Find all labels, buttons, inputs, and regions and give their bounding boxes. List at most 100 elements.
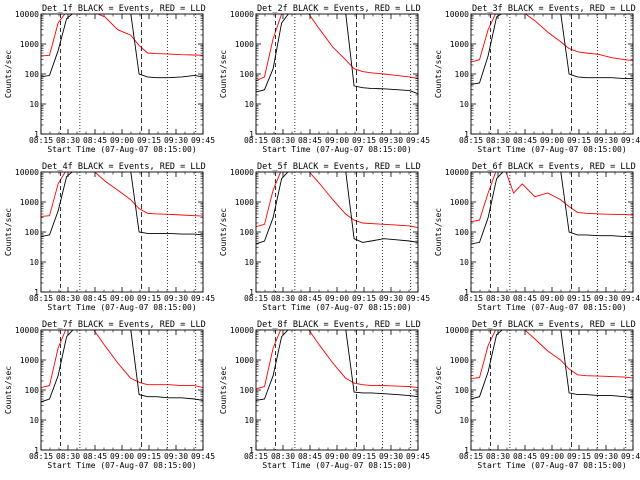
x-tick-label: 09:30 bbox=[594, 136, 618, 145]
x-axis-label: Start Time (07-Aug-07 08:15:00) bbox=[477, 461, 626, 470]
x-tick-label: 08:30 bbox=[486, 294, 510, 303]
x-tick-label: 08:45 bbox=[83, 294, 107, 303]
x-tick-label: 08:15 bbox=[459, 452, 483, 461]
y-tick-label: 1000 bbox=[235, 198, 254, 207]
y-tick-label: 1000 bbox=[235, 40, 254, 49]
x-tick-label: 09:45 bbox=[191, 294, 215, 303]
panel-title: Det_5f BLACK = Events, RED = LLD bbox=[257, 162, 421, 172]
panel-9: Det_9f BLACK = Events, RED = LLD 1 10 100 10… bbox=[434, 320, 640, 470]
y-axis-label: Counts/sec bbox=[434, 366, 443, 414]
y-axis-label: Counts/sec bbox=[219, 50, 228, 98]
y-tick-label: 100 bbox=[455, 228, 470, 237]
x-tick-label: 09:15 bbox=[137, 136, 161, 145]
x-tick-label: 08:45 bbox=[83, 136, 107, 145]
x-tick-label: 09:15 bbox=[352, 136, 376, 145]
y-axis-label: Counts/sec bbox=[4, 366, 13, 414]
y-tick-label: 1000 bbox=[450, 40, 469, 49]
panel-title: Det_6f BLACK = Events, RED = LLD bbox=[472, 162, 636, 172]
x-tick-label: 08:30 bbox=[56, 452, 80, 461]
x-tick-label: 08:30 bbox=[486, 452, 510, 461]
panel-title: Det_1f BLACK = Events, RED = LLD bbox=[42, 4, 206, 14]
x-tick-label: 09:45 bbox=[406, 136, 430, 145]
plot-frame bbox=[40, 329, 204, 451]
y-tick-label: 1 bbox=[464, 130, 469, 139]
events-series-line bbox=[471, 172, 633, 245]
panel-title: Det_3f BLACK = Events, RED = LLD bbox=[472, 4, 636, 14]
lld-series-line bbox=[41, 330, 203, 389]
x-tick-label: 08:30 bbox=[56, 136, 80, 145]
lld-series-line bbox=[41, 14, 203, 57]
y-tick-label: 10 bbox=[459, 258, 469, 267]
x-tick-label: 09:30 bbox=[164, 294, 188, 303]
y-tick-label: 1 bbox=[464, 288, 469, 297]
panel-5: Det_5f BLACK = Events, RED = LLD 1 10 100 10… bbox=[219, 162, 430, 312]
y-tick-label: 1000 bbox=[20, 198, 39, 207]
x-tick-label: 09:00 bbox=[110, 136, 134, 145]
x-axis-label: Start Time (07-Aug-07 08:15:00) bbox=[477, 145, 626, 154]
x-axis-label: Start Time (07-Aug-07 08:15:00) bbox=[47, 303, 196, 312]
x-tick-label: 09:00 bbox=[110, 294, 134, 303]
x-tick-label: 09:30 bbox=[379, 294, 403, 303]
x-tick-label: 09:45 bbox=[191, 452, 215, 461]
panel-2: Det_2f BLACK = Events, RED = LLD 1 10 100 10… bbox=[219, 4, 430, 154]
x-tick-label: 08:45 bbox=[298, 136, 322, 145]
y-tick-label: 1 bbox=[249, 288, 254, 297]
x-tick-label: 08:45 bbox=[298, 452, 322, 461]
events-series-line bbox=[256, 172, 418, 245]
x-tick-label: 08:30 bbox=[271, 294, 295, 303]
x-tick-label: 08:30 bbox=[271, 136, 295, 145]
x-tick-label: 08:45 bbox=[513, 136, 537, 145]
x-tick-label: 08:15 bbox=[29, 136, 53, 145]
y-tick-label: 10000 bbox=[15, 10, 39, 19]
x-axis-label: Start Time (07-Aug-07 08:15:00) bbox=[262, 461, 411, 470]
y-tick-label: 1 bbox=[249, 446, 254, 455]
x-tick-label: 09:30 bbox=[594, 294, 618, 303]
y-tick-label: 1 bbox=[34, 130, 39, 139]
y-tick-label: 100 bbox=[455, 70, 470, 79]
x-axis-label: Start Time (07-Aug-07 08:15:00) bbox=[262, 303, 411, 312]
x-tick-label: 09:45 bbox=[406, 294, 430, 303]
y-tick-label: 10 bbox=[29, 258, 39, 267]
y-axis-label: Counts/sec bbox=[219, 208, 228, 256]
y-tick-label: 10 bbox=[244, 258, 254, 267]
lld-series-line bbox=[256, 172, 418, 229]
y-tick-label: 1 bbox=[464, 446, 469, 455]
y-tick-label: 10000 bbox=[445, 10, 469, 19]
y-axis-label: Counts/sec bbox=[4, 208, 13, 256]
plot-frame bbox=[255, 329, 419, 451]
x-tick-label: 09:45 bbox=[406, 452, 430, 461]
panel-title: Det_7f BLACK = Events, RED = LLD bbox=[42, 320, 206, 330]
y-tick-label: 1000 bbox=[450, 198, 469, 207]
x-axis-label: Start Time (07-Aug-07 08:15:00) bbox=[47, 461, 196, 470]
events-series-line bbox=[256, 14, 418, 95]
x-tick-label: 09:45 bbox=[621, 452, 640, 461]
x-tick-label: 08:15 bbox=[244, 136, 268, 145]
x-tick-label: 09:15 bbox=[352, 452, 376, 461]
x-tick-label: 08:15 bbox=[29, 452, 53, 461]
lld-series-line bbox=[256, 330, 418, 390]
y-tick-label: 10 bbox=[244, 416, 254, 425]
events-series-line bbox=[471, 330, 633, 400]
y-tick-label: 100 bbox=[240, 228, 255, 237]
panel-3: Det_3f BLACK = Events, RED = LLD 1 10 100 10… bbox=[434, 4, 640, 154]
panel-title: Det_9f BLACK = Events, RED = LLD bbox=[472, 320, 636, 330]
x-tick-label: 08:45 bbox=[513, 452, 537, 461]
plot-frame bbox=[255, 171, 419, 293]
x-tick-label: 09:15 bbox=[137, 294, 161, 303]
x-tick-label: 09:30 bbox=[379, 136, 403, 145]
y-tick-label: 10000 bbox=[230, 326, 254, 335]
x-tick-label: 09:30 bbox=[164, 452, 188, 461]
x-tick-label: 09:00 bbox=[540, 294, 564, 303]
y-tick-label: 10 bbox=[244, 100, 254, 109]
y-tick-label: 100 bbox=[240, 70, 255, 79]
y-tick-label: 1 bbox=[34, 288, 39, 297]
panel-4: Det_4f BLACK = Events, RED = LLD 1 10 100 10… bbox=[4, 162, 215, 312]
x-tick-label: 09:00 bbox=[540, 452, 564, 461]
x-tick-label: 08:15 bbox=[244, 294, 268, 303]
y-axis-label: Counts/sec bbox=[434, 50, 443, 98]
x-tick-label: 08:15 bbox=[244, 452, 268, 461]
x-axis-label: Start Time (07-Aug-07 08:15:00) bbox=[262, 145, 411, 154]
lld-series-line bbox=[41, 172, 203, 217]
panel-title: Det_8f BLACK = Events, RED = LLD bbox=[257, 320, 421, 330]
x-tick-label: 09:15 bbox=[567, 294, 591, 303]
